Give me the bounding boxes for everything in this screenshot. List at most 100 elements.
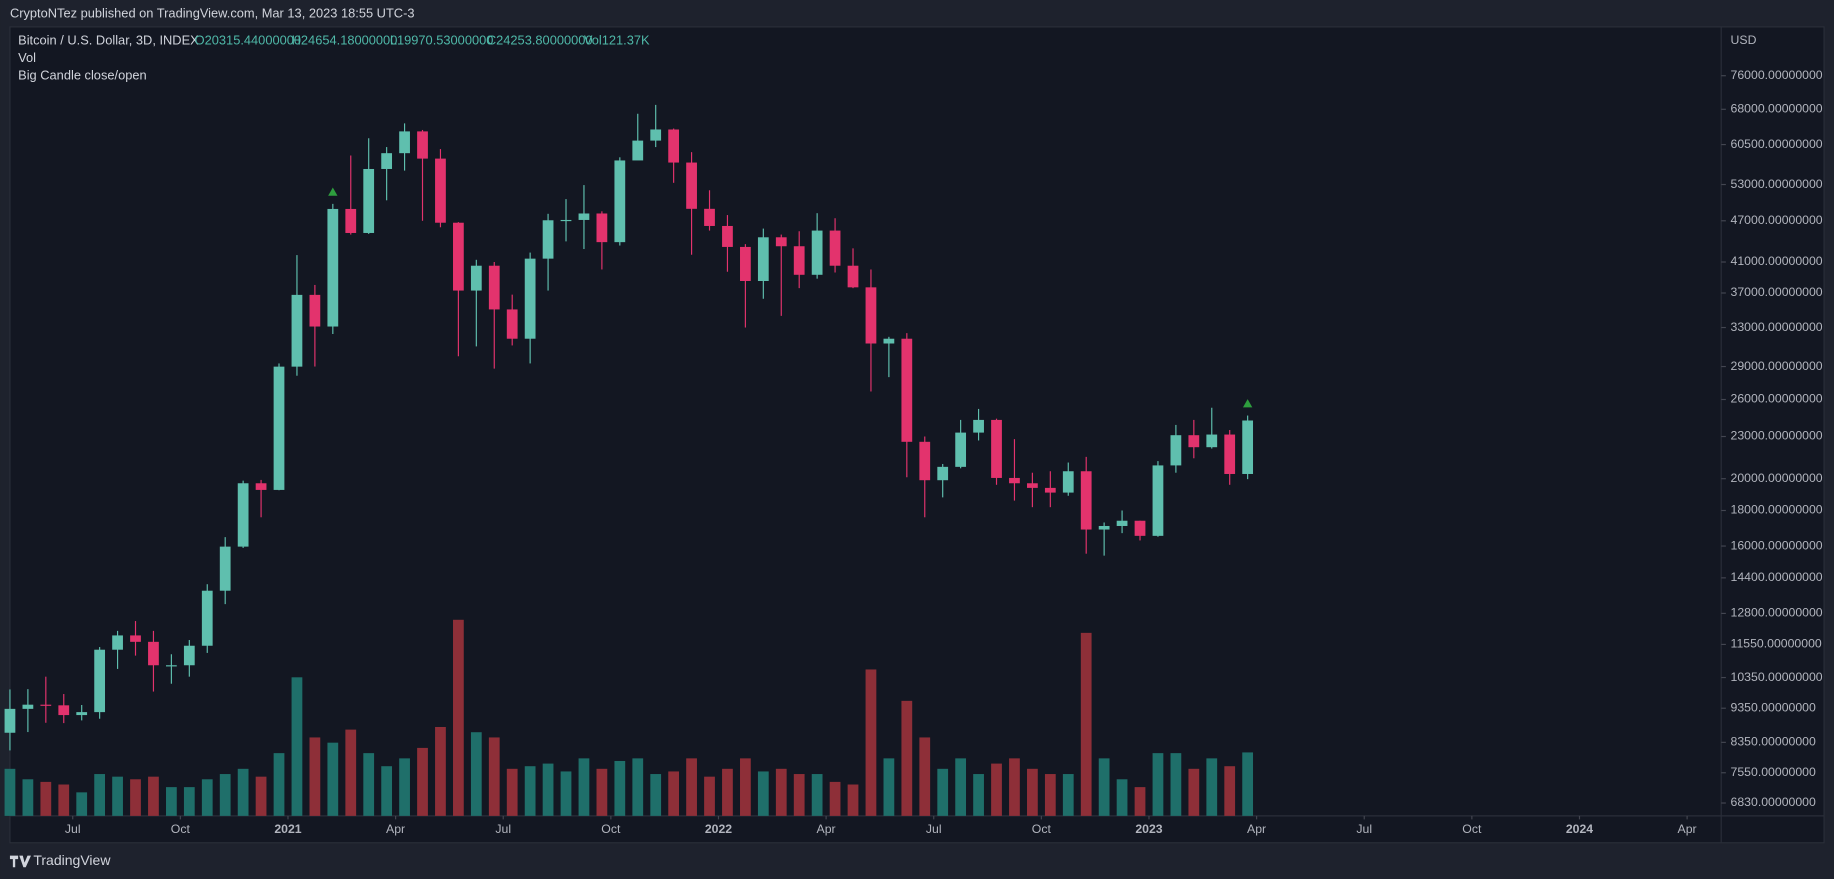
x-tick-label: 2024 — [1566, 822, 1593, 836]
legend-volume-pane: Vol — [18, 50, 36, 65]
candle-body — [1027, 483, 1038, 488]
volume-bar — [1080, 632, 1092, 816]
x-tick-label: 2023 — [1135, 822, 1162, 836]
volume-bar — [345, 729, 357, 816]
candle-body — [94, 649, 106, 713]
volume-bar — [650, 774, 662, 816]
y-tick-label: 53000.00000000 — [1731, 177, 1823, 191]
candle-body — [578, 213, 590, 220]
volume-bar — [955, 758, 967, 816]
candle-body — [506, 309, 518, 339]
candle-body — [1224, 434, 1236, 474]
y-tick-label: 68000.00000000 — [1731, 102, 1823, 116]
volume-bar — [363, 753, 375, 816]
volume-bar — [740, 758, 751, 816]
candle-body — [148, 641, 159, 666]
y-tick-label: 47000.00000000 — [1731, 213, 1823, 227]
volume-bar — [991, 763, 1002, 816]
volume-bar — [201, 779, 213, 816]
x-tick-label: Jul — [495, 822, 511, 836]
candle-body — [919, 441, 931, 481]
brand-name[interactable]: TradingView — [33, 852, 111, 868]
candle-body — [363, 168, 375, 233]
volume-bar — [757, 771, 769, 816]
volume-bar — [1062, 774, 1074, 816]
legend-symbol: Bitcoin / U.S. Dollar, 3D, INDEX — [18, 32, 199, 47]
candle-body — [76, 712, 88, 716]
candle-body — [201, 590, 213, 646]
candle-body — [237, 483, 249, 547]
candle-body — [650, 129, 662, 141]
candle-body — [255, 483, 267, 490]
volume-bar — [148, 776, 159, 816]
candle-body — [757, 237, 769, 282]
x-tick-label: Apr — [386, 822, 405, 836]
candle-body — [524, 258, 536, 339]
candle-body — [1116, 520, 1128, 526]
x-tick-label: 2021 — [274, 822, 301, 836]
y-tick-label: 23000.00000000 — [1731, 429, 1823, 443]
candle-body — [991, 419, 1002, 478]
volume-bar — [327, 742, 339, 816]
candle-body — [883, 338, 895, 344]
volume-bar — [1242, 752, 1254, 816]
volume-bar — [1206, 758, 1218, 816]
candle-body — [291, 294, 303, 367]
y-tick-label: 33000.00000000 — [1731, 320, 1823, 334]
x-tick-label: Apr — [1247, 822, 1266, 836]
candle-body — [542, 220, 554, 259]
candle-body — [632, 140, 644, 161]
volume-bar — [4, 768, 16, 816]
volume-bar — [1044, 774, 1056, 816]
candle-body — [1242, 420, 1254, 474]
legend-low: L19970.53000000 — [390, 32, 494, 47]
volume-bar — [524, 766, 536, 816]
y-tick-label: 8350.00000000 — [1731, 735, 1816, 749]
volume-bar — [1224, 766, 1236, 816]
y-tick-label: 41000.00000000 — [1731, 254, 1823, 268]
y-tick-label: 18000.00000000 — [1731, 503, 1823, 517]
candle-body — [1170, 435, 1182, 466]
candle-body — [183, 645, 195, 666]
y-tick-label: 29000.00000000 — [1731, 359, 1823, 373]
volume-bar — [542, 763, 554, 816]
volume-bar — [1170, 753, 1182, 816]
volume-bar — [470, 732, 482, 816]
signal-marker — [328, 187, 338, 196]
candle-body — [488, 265, 500, 310]
legend-open: O20315.44000000 — [195, 32, 301, 47]
candle-body — [560, 219, 572, 222]
volume-bar — [686, 758, 697, 816]
candle-body — [453, 222, 464, 291]
candle-body — [399, 131, 410, 154]
legend-volume: Vol121.37K — [584, 32, 650, 47]
y-tick-label: 9350.00000000 — [1731, 700, 1816, 714]
y-tick-label: 6830.00000000 — [1731, 795, 1816, 809]
volume-bar — [1188, 768, 1200, 816]
candle-body — [811, 230, 823, 275]
candle-body — [1188, 435, 1200, 448]
volume-bar — [847, 784, 859, 816]
volume-bar — [76, 792, 88, 816]
volume-bar — [668, 771, 680, 816]
candle-body — [1134, 520, 1146, 536]
volume-bar — [632, 758, 644, 816]
volume-bar — [273, 753, 285, 816]
candle-body — [1044, 487, 1056, 493]
candle-body — [309, 294, 321, 327]
x-tick-label: Jul — [65, 822, 81, 836]
volume-bar — [237, 768, 249, 816]
candle-body — [1206, 434, 1218, 448]
volume-bar — [1134, 787, 1146, 816]
candle-body — [130, 635, 141, 642]
candle-body — [381, 153, 393, 169]
x-tick-label: Oct — [1032, 822, 1052, 836]
x-tick-label: Jul — [926, 822, 942, 836]
candle-body — [937, 466, 949, 481]
candle-body — [112, 635, 123, 650]
candle-body — [901, 338, 913, 442]
y-tick-label: 76000.00000000 — [1731, 68, 1823, 82]
candle-body — [865, 287, 877, 344]
volume-bar — [704, 776, 715, 816]
